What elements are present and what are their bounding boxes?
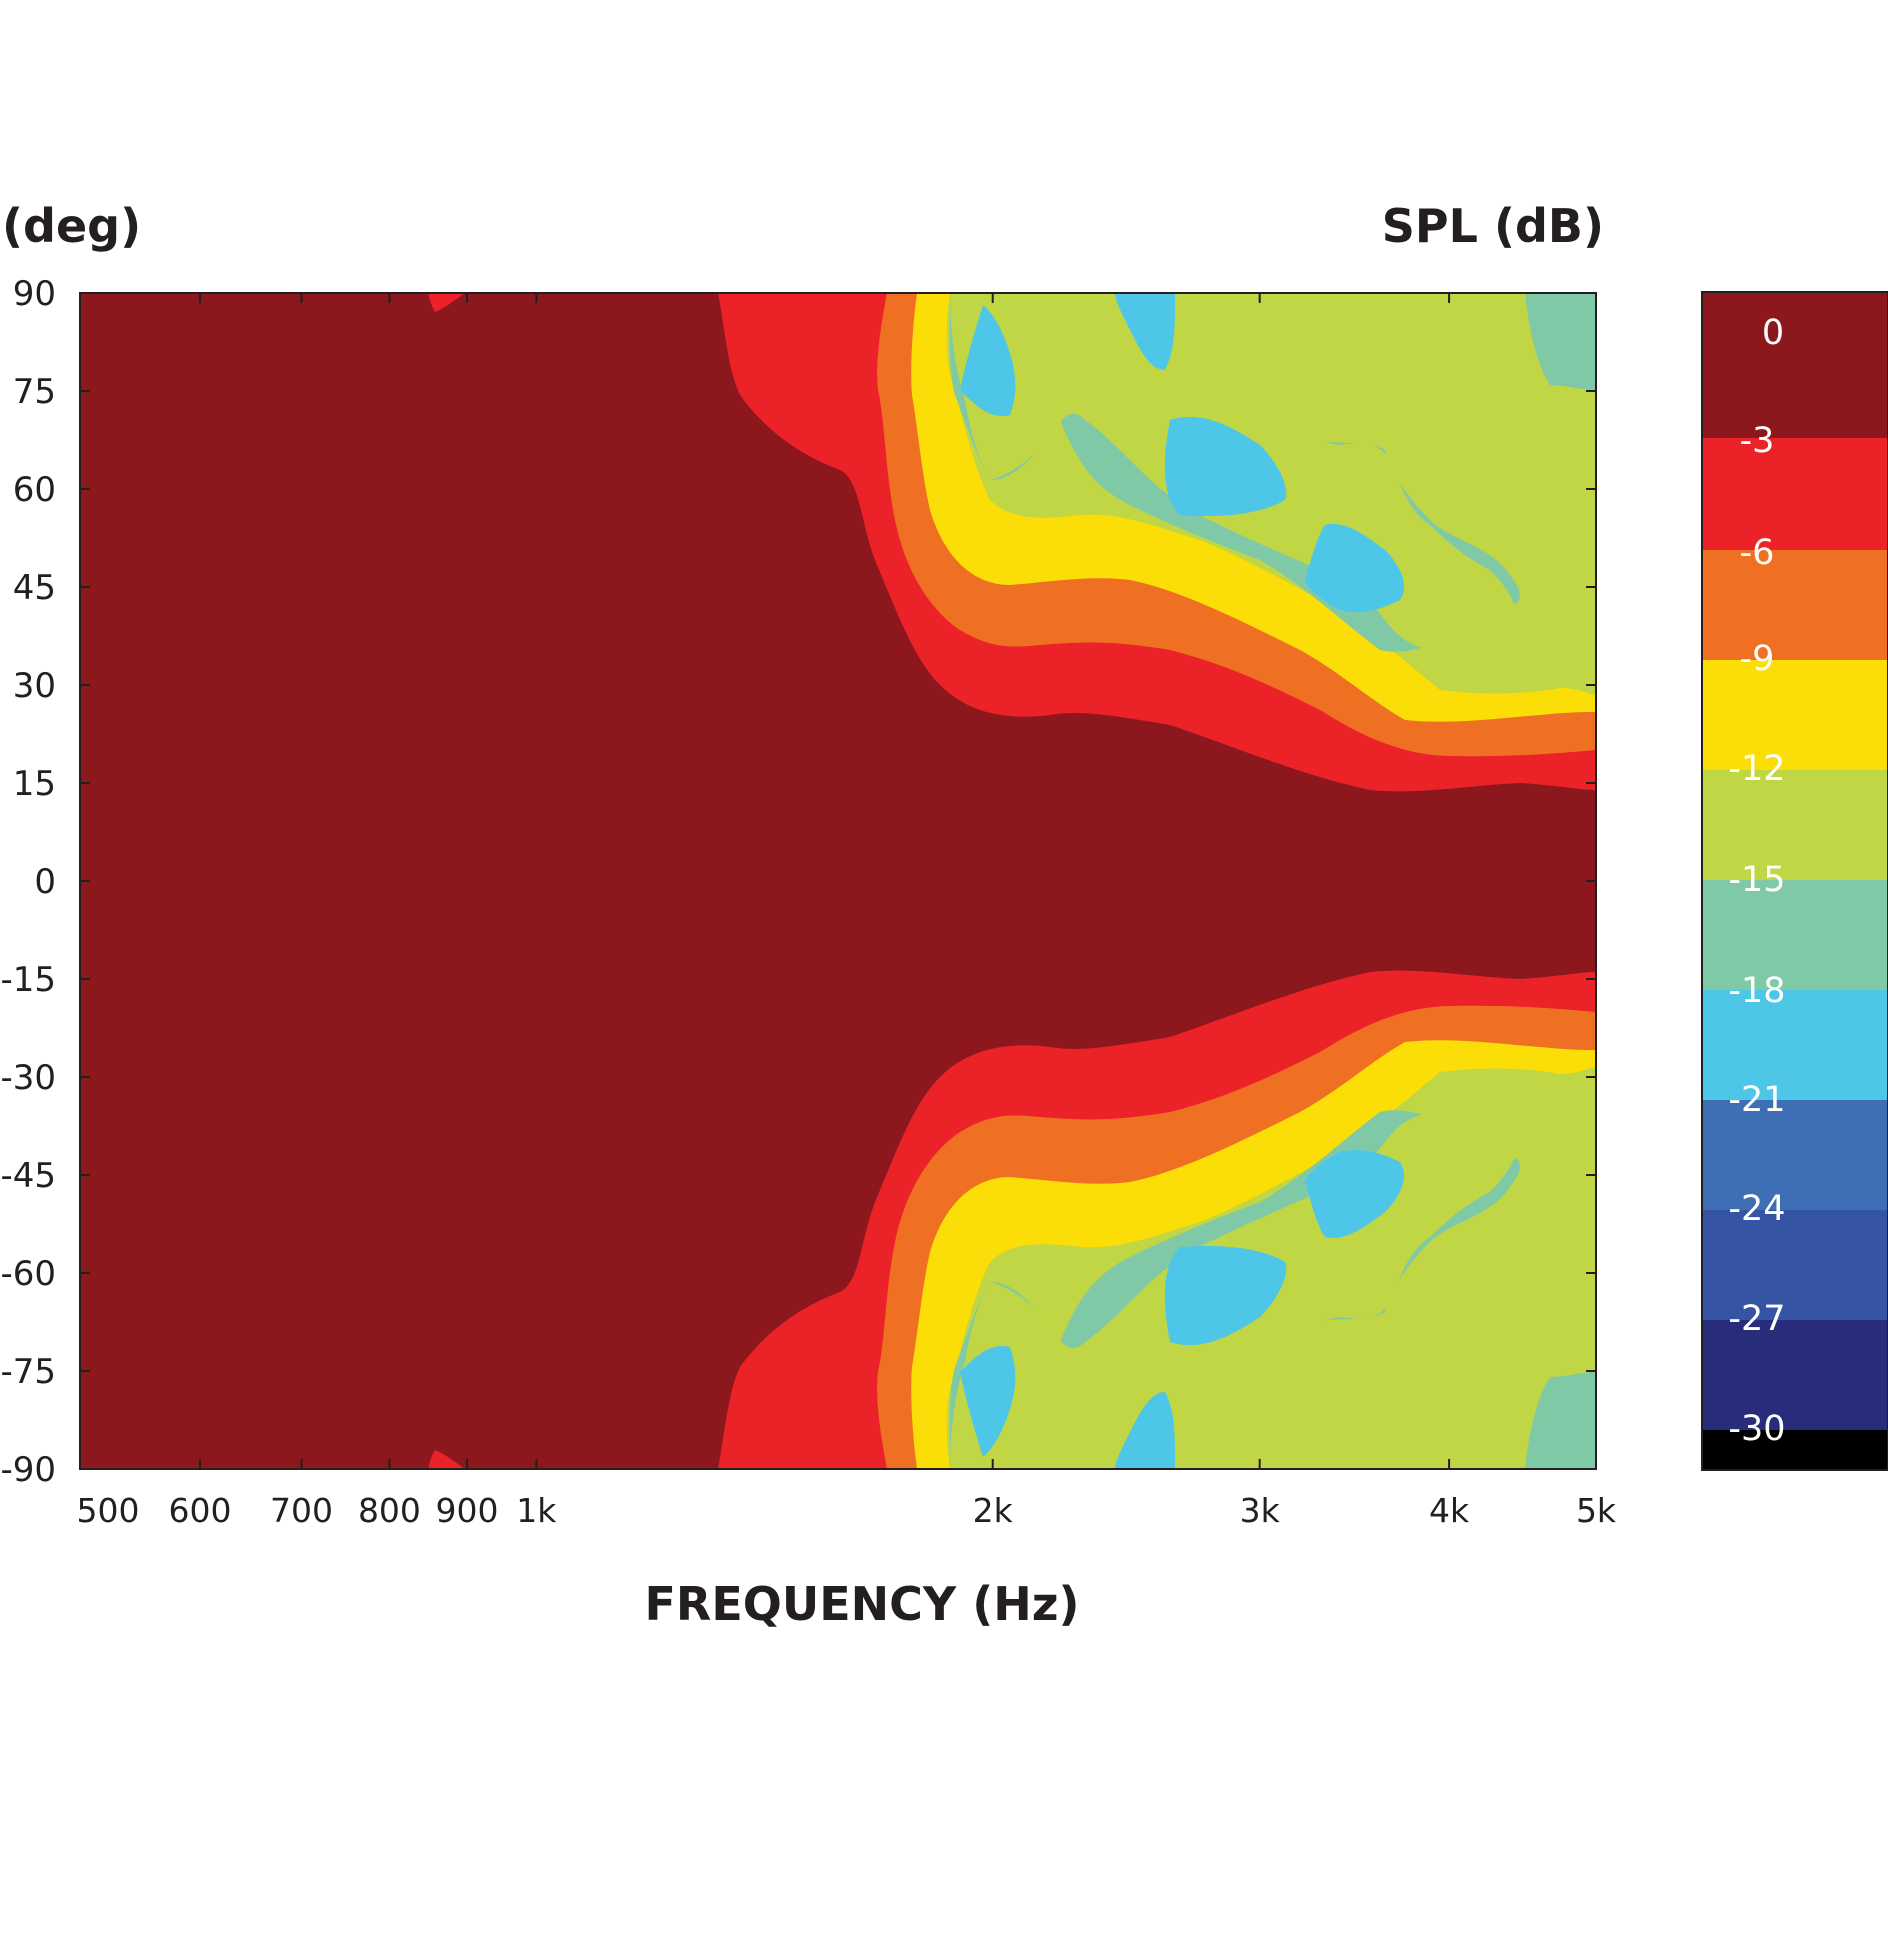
y-tick-label: 0 xyxy=(34,862,56,902)
y-axis-tick-labels: 90 75 60 45 30 15 0 -15 -30 -45 -60 -75 -90 xyxy=(0,274,56,1490)
colorbar-swatch xyxy=(1702,1100,1888,1210)
y-tick-label: 90 xyxy=(13,274,56,314)
band-minus18-d xyxy=(1305,524,1405,612)
x-tick-label: 3k xyxy=(1240,1491,1281,1530)
x-axis-tick-labels: 500 600 700 800 900 1k 2k 3k 4k 5k xyxy=(77,1491,1617,1530)
y-tick-label: -30 xyxy=(0,1058,56,1098)
colorbar-label: -24 xyxy=(1728,1189,1785,1229)
colorbar-label: 0 xyxy=(1762,313,1784,353)
y-tick-label: -60 xyxy=(0,1254,56,1294)
colorbar-label: -27 xyxy=(1728,1299,1785,1339)
y-tick-label: 60 xyxy=(13,470,56,510)
colorbar-label: -9 xyxy=(1740,639,1775,679)
colorbar-swatch xyxy=(1702,550,1888,660)
colorbar-label: -15 xyxy=(1728,860,1785,900)
y-tick-label: -15 xyxy=(0,960,56,1000)
colorbar-swatch xyxy=(1702,1320,1888,1430)
y-tick-label: -45 xyxy=(0,1156,56,1196)
x-tick-label: 4k xyxy=(1429,1491,1470,1530)
band-minus18-a xyxy=(960,305,1016,416)
y-tick-label: 15 xyxy=(13,764,56,804)
x-tick-label: 500 xyxy=(77,1491,140,1530)
band-minus3-top-spot xyxy=(428,293,465,312)
y-axis-unit: (deg) xyxy=(2,199,141,253)
upper-half-bands xyxy=(428,293,1596,792)
x-tick-label: 1k xyxy=(516,1491,557,1530)
colorbar-label: -30 xyxy=(1728,1409,1785,1449)
x-tick-label: 900 xyxy=(435,1491,498,1530)
colorbar: 0 -3 -6 -9 -12 -15 -18 -21 -24 -27 -30 xyxy=(1701,291,1888,1471)
x-tick-label: 700 xyxy=(270,1491,333,1530)
colorbar-swatch xyxy=(1702,1210,1888,1320)
band-minus18-b xyxy=(1115,293,1175,370)
colorbar-label: -3 xyxy=(1740,421,1775,461)
x-tick-label: 800 xyxy=(358,1491,421,1530)
colorbar-swatch xyxy=(1702,438,1888,550)
colorbar-swatch xyxy=(1702,292,1888,438)
band-minus18-c xyxy=(1164,416,1287,517)
y-tick-label: 45 xyxy=(13,568,56,608)
x-tick-label: 600 xyxy=(169,1491,232,1530)
colorbar-label: -21 xyxy=(1728,1080,1785,1120)
band-minus15-right xyxy=(1525,293,1596,390)
colorbar-swatch xyxy=(1702,880,1888,990)
colorbar-swatch xyxy=(1702,770,1888,880)
y-tick-label: 75 xyxy=(13,372,56,412)
y-tick-label: 30 xyxy=(13,666,56,706)
colorbar-label: -18 xyxy=(1728,971,1785,1011)
x-tick-label: 2k xyxy=(973,1491,1014,1530)
colorbar-frame xyxy=(1701,291,1888,1471)
colorbar-swatch xyxy=(1702,660,1888,770)
contour-plot xyxy=(80,293,1596,1469)
frame-ticks xyxy=(79,292,1597,1470)
y-tick-label: -90 xyxy=(0,1450,56,1490)
y-tick-label: -75 xyxy=(0,1352,56,1392)
colorbar-swatch xyxy=(1702,1430,1888,1470)
x-tick-label: 5k xyxy=(1576,1491,1617,1530)
colorbar-swatch xyxy=(1702,990,1888,1100)
colorbar-label: -12 xyxy=(1728,749,1785,789)
colorbar-label: -6 xyxy=(1740,533,1775,573)
x-axis-title: FREQUENCY (Hz) xyxy=(644,1577,1079,1631)
colorbar-title: SPL (dB) xyxy=(1382,199,1604,253)
